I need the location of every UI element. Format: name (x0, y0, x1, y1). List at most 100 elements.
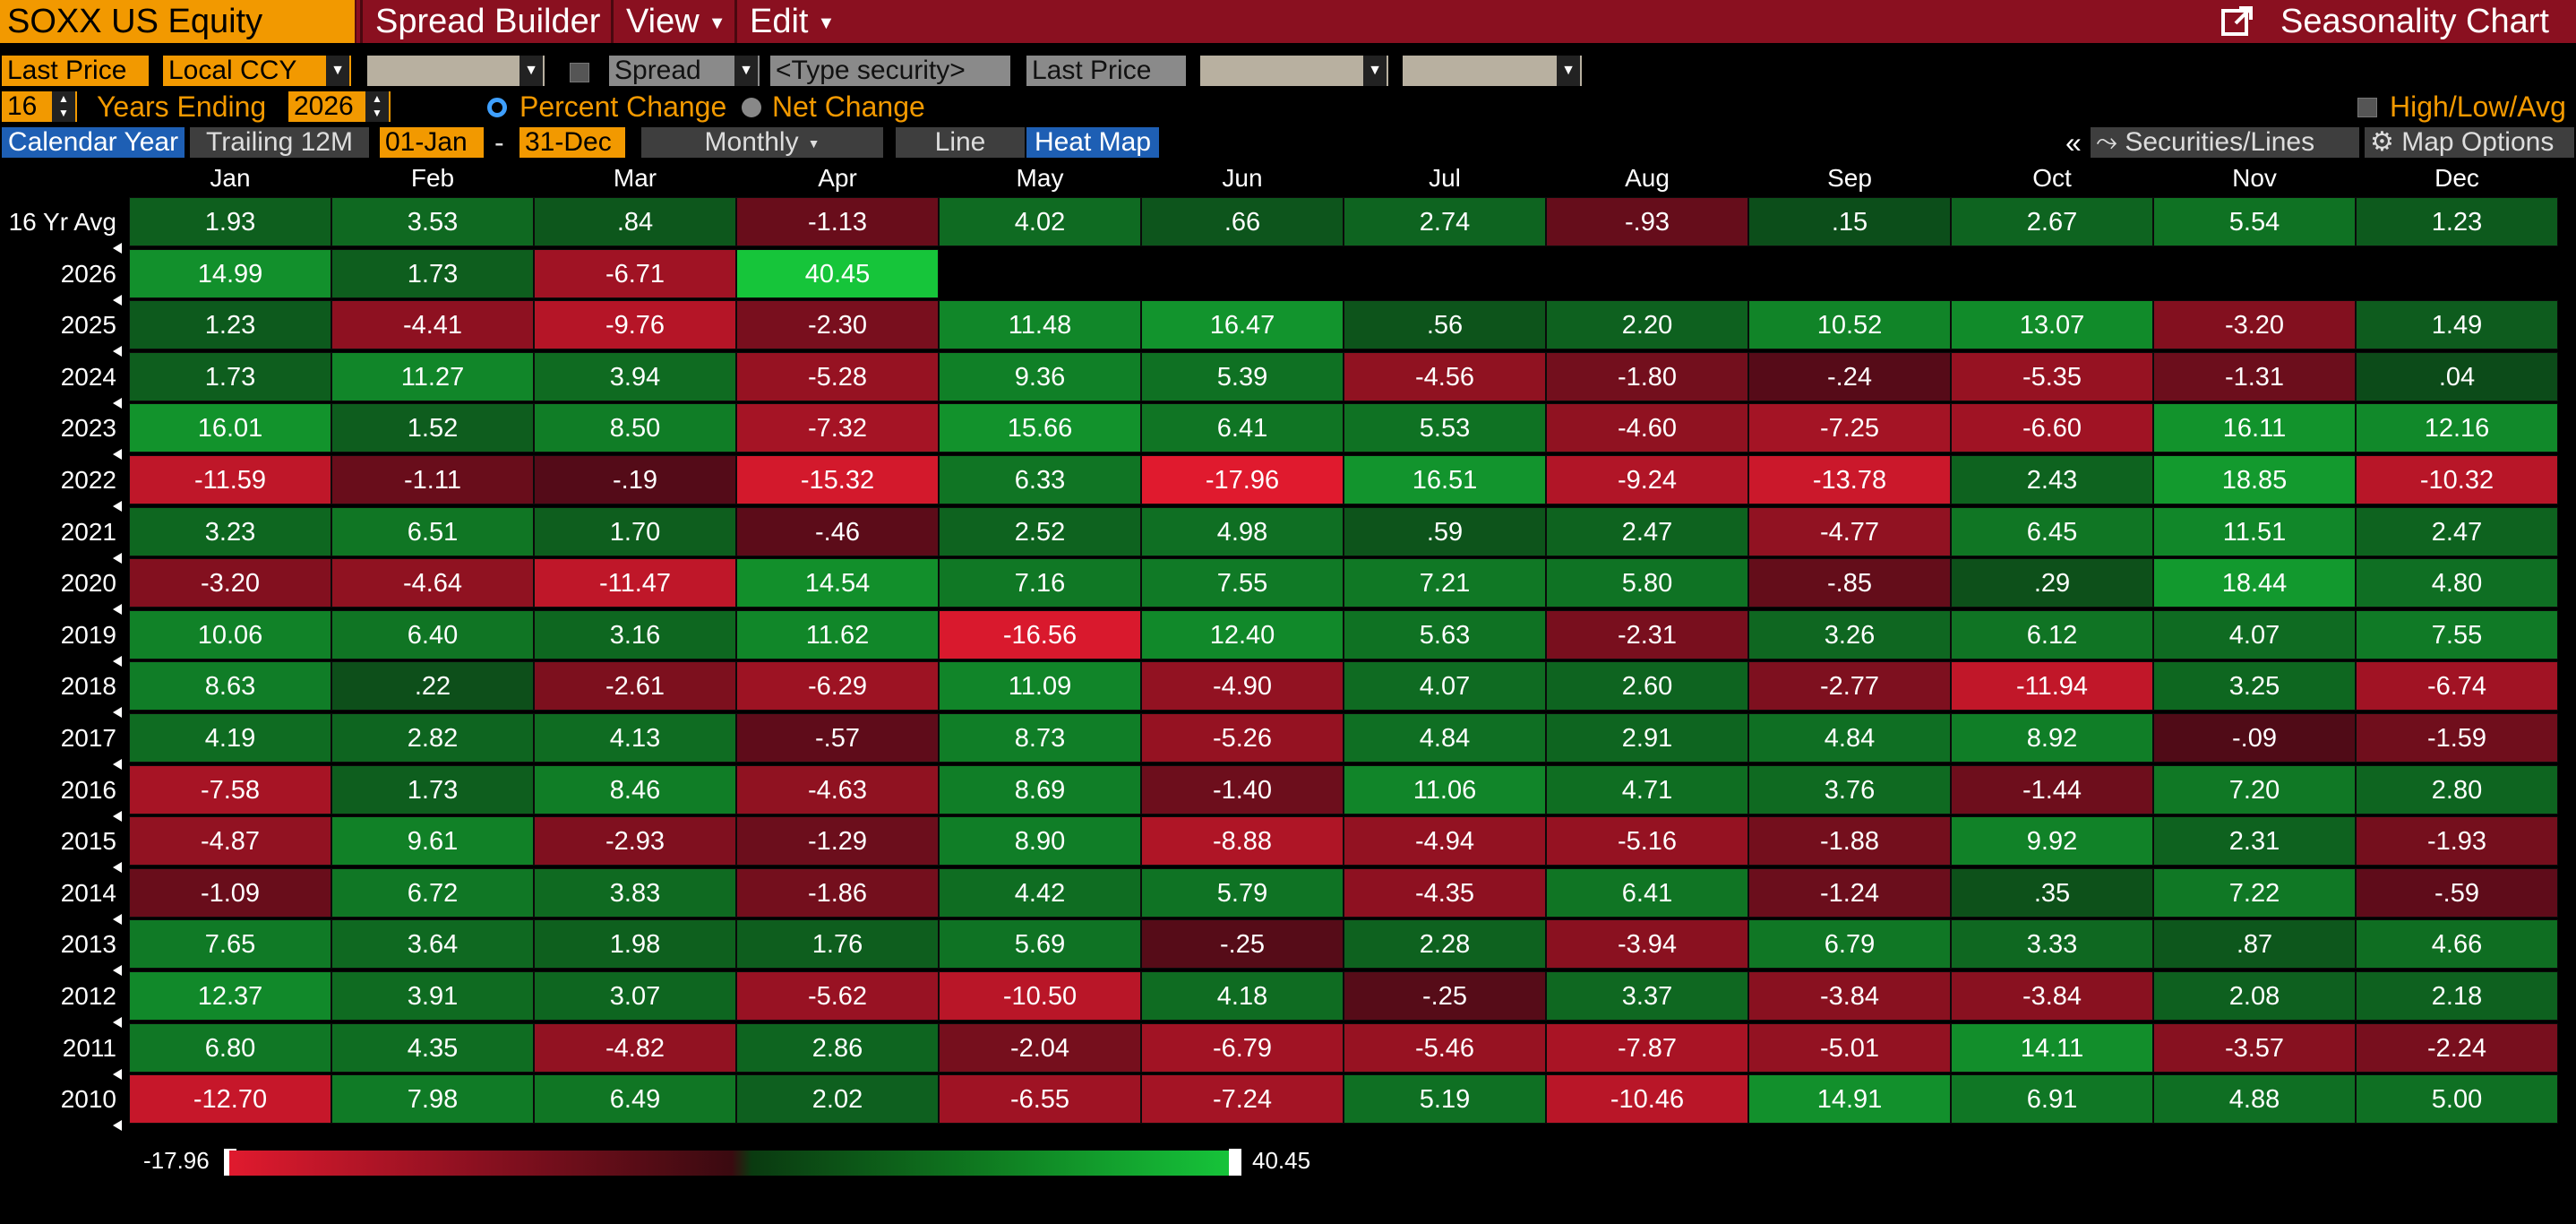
heatmap-cell[interactable]: .66 (1141, 197, 1344, 246)
heatmap-cell[interactable]: 16.47 (1141, 300, 1344, 350)
heatmap-cell[interactable]: 3.53 (331, 197, 534, 246)
heatmap-cell[interactable]: -3.20 (129, 558, 331, 608)
start-date-input[interactable]: 01-Jan (380, 127, 484, 158)
heatmap-cell[interactable]: 3.64 (331, 919, 534, 970)
heatmap-cell[interactable]: 12.37 (129, 971, 331, 1021)
heatmap-cell[interactable]: -.19 (534, 455, 736, 504)
heatmap-cell[interactable]: 11.62 (736, 609, 939, 659)
heatmap-cell[interactable]: -6.79 (1141, 1022, 1344, 1073)
heatmap-cell[interactable]: -5.62 (736, 971, 939, 1021)
scale-max-handle[interactable] (1229, 1149, 1241, 1176)
heatmap-cell[interactable]: -4.64 (331, 558, 534, 608)
heatmap-cell[interactable]: 10.06 (129, 609, 331, 659)
heatmap-cell[interactable]: 9.61 (331, 816, 534, 866)
heatmap-cell[interactable]: -4.41 (331, 300, 534, 350)
heatmap-cell[interactable]: 4.13 (534, 713, 736, 763)
heatmap-cell[interactable]: 8.69 (939, 764, 1141, 815)
heatmap-cell[interactable]: -11.94 (1951, 661, 2153, 711)
heatmap-cell[interactable]: .29 (1951, 558, 2153, 608)
heatmap-cell[interactable]: 1.73 (331, 248, 534, 298)
heatmap-cell[interactable]: 12.40 (1141, 609, 1344, 659)
heatmap-cell[interactable]: -1.93 (2356, 816, 2558, 866)
heatmap-cell[interactable]: 4.07 (2153, 609, 2356, 659)
heatmap-cell[interactable]: -12.70 (129, 1074, 331, 1125)
heatmap-cell[interactable]: 14.91 (1748, 1074, 1951, 1125)
heatmap-cell[interactable]: -7.24 (1141, 1074, 1344, 1125)
heatmap-cell[interactable]: -5.01 (1748, 1022, 1951, 1073)
heatmap-cell[interactable]: 1.52 (331, 403, 534, 453)
heatmap-cell[interactable]: 6.33 (939, 455, 1141, 504)
heatmap-cell[interactable]: 4.42 (939, 867, 1141, 918)
heatmap-cell[interactable]: -5.16 (1546, 816, 1748, 866)
heatmap-cell[interactable]: 4.80 (2356, 558, 2558, 608)
heatmap-cell[interactable]: 8.46 (534, 764, 736, 815)
heatmap-cell[interactable]: -7.58 (129, 764, 331, 815)
heatmap-cell[interactable]: -2.04 (939, 1022, 1141, 1073)
heatmap-cell[interactable]: -3.20 (2153, 300, 2356, 350)
heatmap-cell[interactable]: -6.60 (1951, 403, 2153, 453)
heatmap-cell[interactable]: -3.84 (1748, 971, 1951, 1021)
heatmap-cell[interactable]: -.59 (2356, 867, 2558, 918)
heatmap-cell[interactable]: 7.16 (939, 558, 1141, 608)
heatmap-cell[interactable]: -4.87 (129, 816, 331, 866)
heatmap-cell[interactable]: -5.26 (1141, 713, 1344, 763)
heatmap-cell[interactable]: -11.59 (129, 455, 331, 504)
heatmap-cell[interactable]: 7.98 (331, 1074, 534, 1125)
heatmap-cell[interactable]: 5.69 (939, 919, 1141, 970)
heatmap-cell[interactable]: 4.84 (1344, 713, 1546, 763)
heatmap-cell[interactable]: -4.35 (1344, 867, 1546, 918)
end-year-stepper[interactable]: 2026 ▲ ▼ (288, 91, 391, 122)
heatmap-cell[interactable]: -.09 (2153, 713, 2356, 763)
heatmap-cell[interactable]: -10.32 (2356, 455, 2558, 504)
empty-select-3[interactable]: ▼ (1403, 56, 1582, 86)
tab-trailing-12m[interactable]: Trailing 12M (190, 127, 369, 158)
heatmap-cell[interactable]: 1.76 (736, 919, 939, 970)
heatmap-cell[interactable]: 11.51 (2153, 506, 2356, 556)
heatmap-cell[interactable]: 6.91 (1951, 1074, 2153, 1125)
heatmap-cell[interactable]: 2.31 (2153, 816, 2356, 866)
heatmap-cell[interactable]: 2.47 (2356, 506, 2558, 556)
price-field-select[interactable]: Last Price (2, 56, 149, 86)
heatmap-cell[interactable]: -1.09 (129, 867, 331, 918)
years-stepper[interactable]: 16 ▲ ▼ (2, 91, 77, 122)
heatmap-cell[interactable]: 5.63 (1344, 609, 1546, 659)
heatmap-cell[interactable]: 5.39 (1141, 351, 1344, 401)
heatmap-cell[interactable]: 2.52 (939, 506, 1141, 556)
heatmap-cell[interactable]: -2.61 (534, 661, 736, 711)
tab-heat-map[interactable]: Heat Map (1026, 127, 1159, 158)
heatmap-cell[interactable]: 1.23 (2356, 197, 2558, 246)
heatmap-cell[interactable]: -3.57 (2153, 1022, 2356, 1073)
heatmap-cell[interactable]: -16.56 (939, 609, 1141, 659)
empty-select-2[interactable]: ▼ (1200, 56, 1388, 86)
securities-lines-button[interactable]: ⤳ Securities/Lines (2091, 127, 2359, 158)
heatmap-cell[interactable]: 40.45 (736, 248, 939, 298)
currency-select[interactable]: Local CCY ▼ (163, 56, 351, 86)
heatmap-cell[interactable]: 2.80 (2356, 764, 2558, 815)
heatmap-cell[interactable]: 1.23 (129, 300, 331, 350)
heatmap-cell[interactable]: .59 (1344, 506, 1546, 556)
heatmap-cell[interactable]: 11.48 (939, 300, 1141, 350)
heatmap-cell[interactable]: .15 (1748, 197, 1951, 246)
heatmap-cell[interactable]: 14.11 (1951, 1022, 2153, 1073)
heatmap-cell[interactable]: 9.36 (939, 351, 1141, 401)
heatmap-cell[interactable]: -7.32 (736, 403, 939, 453)
heatmap-cell[interactable]: -.24 (1748, 351, 1951, 401)
heatmap-cell[interactable]: 4.02 (939, 197, 1141, 246)
periodicity-select[interactable]: Monthly ▼ (641, 127, 883, 158)
heatmap-cell[interactable]: 7.21 (1344, 558, 1546, 608)
heatmap-cell[interactable]: 8.73 (939, 713, 1141, 763)
heatmap-cell[interactable]: 6.45 (1951, 506, 2153, 556)
heatmap-cell[interactable]: 6.51 (331, 506, 534, 556)
heatmap-cell[interactable]: -.57 (736, 713, 939, 763)
heatmap-cell[interactable]: -11.47 (534, 558, 736, 608)
heatmap-cell[interactable]: .56 (1344, 300, 1546, 350)
heatmap-cell[interactable]: 1.93 (129, 197, 331, 246)
heatmap-cell[interactable]: 2.28 (1344, 919, 1546, 970)
heatmap-cell[interactable]: -2.93 (534, 816, 736, 866)
heatmap-cell[interactable]: -3.94 (1546, 919, 1748, 970)
heatmap-cell[interactable]: -4.63 (736, 764, 939, 815)
heatmap-cell[interactable]: 8.92 (1951, 713, 2153, 763)
heatmap-cell[interactable]: -4.94 (1344, 816, 1546, 866)
heatmap-cell[interactable]: -.25 (1344, 971, 1546, 1021)
export-icon[interactable] (2220, 0, 2259, 43)
